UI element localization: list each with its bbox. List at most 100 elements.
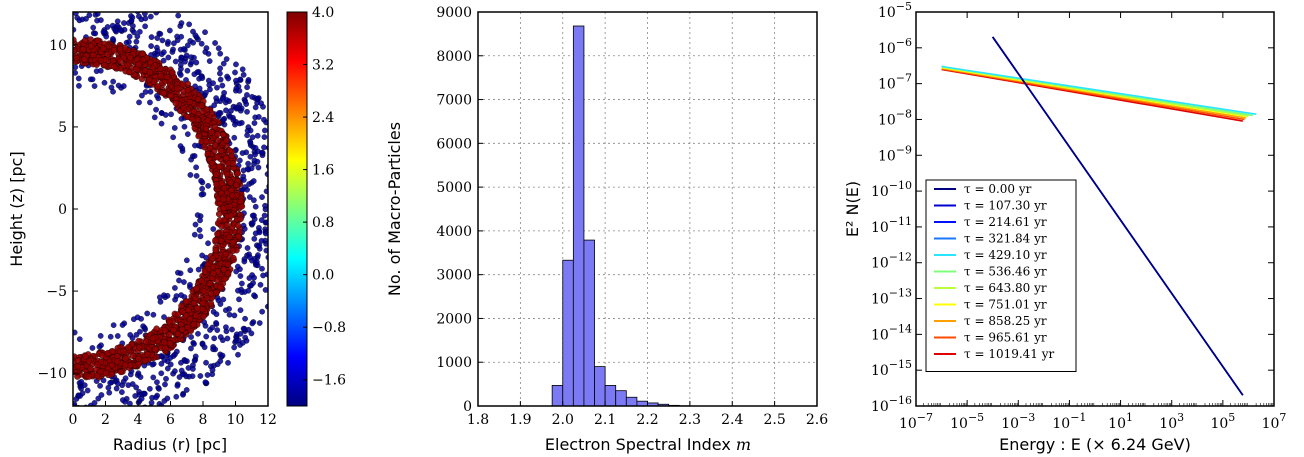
scatter-point: [108, 371, 115, 378]
scatter-y-tick: −10: [37, 366, 67, 382]
scatter-point: [158, 360, 165, 367]
legend-entry: τ = 107.30 yr: [964, 199, 1047, 213]
scatter-point: [229, 247, 237, 254]
scatter-point: [97, 67, 104, 74]
scatter-point: [192, 221, 199, 228]
scatter-point: [125, 382, 132, 389]
scatter-point: [214, 131, 221, 138]
scatter-point: [230, 254, 237, 262]
scatter-point: [121, 44, 129, 52]
scatter-point: [173, 293, 180, 299]
scatter-point: [214, 153, 221, 161]
scatter-point: [113, 0, 118, 1]
scatter-point: [240, 177, 247, 183]
scatter-point: [172, 368, 178, 374]
scatter-point: [249, 94, 255, 100]
legend-entry: τ = 214.61 yr: [964, 215, 1047, 229]
histogram-y-tick: 9000: [436, 5, 472, 21]
scatter-point: [191, 299, 198, 307]
colorbar-tick: −1.6: [312, 373, 346, 389]
scatter-point: [222, 251, 230, 258]
scatter-point: [259, 194, 265, 200]
scatter-point: [204, 372, 211, 378]
scatter-point: [212, 246, 219, 254]
scatter-point: [175, 12, 182, 19]
scatter-point: [97, 6, 102, 11]
scatter-point: [124, 61, 131, 69]
scatter-point: [245, 160, 251, 167]
scatter-point: [141, 390, 148, 397]
spectrum-x-tick: 10−3: [1001, 411, 1035, 432]
histogram-y-tick: 6000: [436, 136, 472, 152]
scatter-point: [217, 76, 224, 83]
scatter-point: [206, 280, 214, 287]
spectrum-series-line: [941, 68, 1243, 122]
scatter-point: [265, 145, 268, 151]
scatter-point: [235, 351, 241, 358]
scatter-point: [188, 345, 194, 352]
spectrum-frame: [915, 11, 1275, 407]
scatter-point: [199, 299, 206, 307]
scatter-point: [275, 207, 280, 212]
scatter-point: [146, 385, 153, 392]
histogram-x-tick: 2.5: [763, 412, 785, 428]
histogram-x-tick: 1.9: [509, 412, 531, 428]
scatter-point: [231, 344, 238, 351]
scatter-point: [177, 72, 184, 78]
scatter-point: [82, 37, 89, 44]
scatter-point: [187, 172, 194, 178]
scatter-point: [213, 181, 220, 188]
scatter-point: [219, 352, 226, 359]
scatter-point: [133, 384, 140, 391]
scatter-point: [275, 264, 280, 269]
scatter-point: [133, 38, 140, 45]
spectrum-y-tick: 10−12: [871, 251, 912, 272]
scatter-point: [252, 144, 259, 151]
scatter-point: [272, 251, 277, 256]
scatter-point: [154, 93, 160, 99]
scatter-x-tick: 0: [69, 412, 78, 428]
scatter-point: [276, 146, 281, 151]
scatter-point: [129, 352, 136, 360]
scatter-point: [190, 321, 197, 328]
spectrum-x-tick: 10−5: [950, 411, 984, 432]
scatter-point: [220, 205, 227, 212]
scatter-point: [127, 54, 134, 62]
scatter-point: [132, 393, 139, 399]
scatter-point: [178, 54, 185, 61]
scatter-point: [194, 95, 202, 103]
spectrum-series-line: [941, 65, 1257, 115]
scatter-point: [213, 311, 220, 318]
scatter-point: [184, 42, 191, 49]
scatter-point: [271, 152, 276, 157]
scatter-point: [76, 17, 83, 24]
scatter-point: [280, 262, 285, 267]
scatter-point: [125, 344, 132, 351]
spectrum-y-label: E² N(E): [843, 181, 862, 237]
scatter-point: [120, 416, 125, 421]
scatter-point: [120, 83, 127, 89]
scatter-point: [213, 289, 220, 296]
scatter-point: [142, 23, 148, 30]
scatter-point: [166, 319, 173, 326]
scatter-point: [83, 408, 88, 413]
scatter-point: [259, 308, 265, 315]
scatter-point: [188, 334, 195, 340]
scatter-point: [73, 70, 79, 76]
scatter-point: [217, 50, 224, 57]
scatter-point: [228, 192, 236, 199]
scatter-point: [197, 233, 204, 240]
scatter-point: [244, 127, 251, 134]
scatter-point: [87, 365, 94, 372]
scatter-point: [167, 361, 174, 368]
scatter-point: [198, 73, 205, 80]
scatter-point: [244, 84, 250, 91]
scatter-point: [125, 68, 133, 76]
histogram-bar: [615, 390, 627, 407]
scatter-point: [167, 355, 174, 361]
spectrum-y-tick: 10−10: [871, 179, 912, 200]
scatter-point: [109, 22, 116, 29]
scatter-point: [154, 35, 161, 41]
spectrum-y-tick: 10−5: [878, 0, 912, 21]
scatter-point: [237, 330, 244, 337]
